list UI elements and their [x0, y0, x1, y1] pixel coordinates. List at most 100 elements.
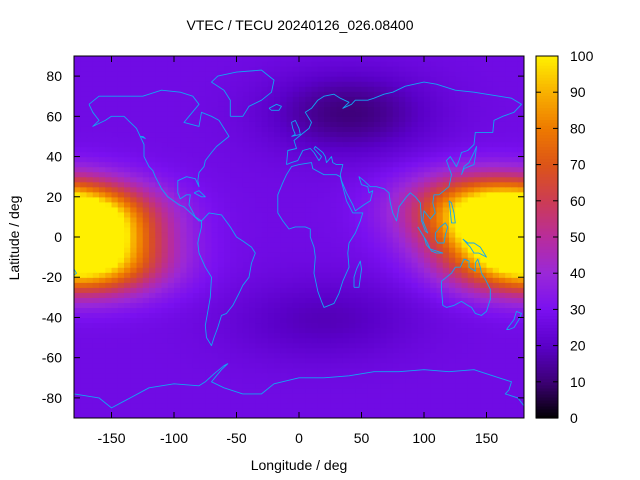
heatmap-cell: [142, 322, 150, 329]
heatmap-cell: [74, 282, 81, 288]
heatmap-cell: [92, 81, 100, 87]
heatmap-cell: [317, 302, 325, 308]
heatmap-cell: [155, 121, 163, 127]
heatmap-cell: [411, 352, 419, 359]
heatmap-cell: [74, 191, 81, 198]
heatmap-cell: [192, 86, 200, 92]
heatmap-cell: [424, 242, 431, 248]
heatmap-cell: [161, 412, 169, 418]
heatmap-cell: [355, 101, 363, 107]
heatmap-cell: [317, 136, 325, 143]
heatmap-cell: [236, 181, 244, 188]
heatmap-cell: [449, 141, 456, 148]
heatmap-cell: [411, 307, 419, 314]
heatmap-cell: [155, 307, 163, 314]
heatmap-cell: [236, 322, 244, 329]
heatmap-cell: [199, 186, 206, 193]
heatmap-cell: [330, 347, 338, 354]
heatmap-cell: [261, 191, 269, 198]
heatmap-cell: [117, 156, 125, 163]
heatmap-cell: [374, 186, 381, 193]
heatmap-cell: [192, 272, 200, 278]
heatmap-cell: [392, 96, 400, 102]
heatmap-cell: [330, 377, 338, 384]
heatmap-cell: [342, 171, 350, 178]
heatmap-cell: [105, 312, 113, 319]
heatmap-cell: [480, 342, 488, 349]
heatmap-cell: [242, 362, 250, 369]
heatmap-cell: [424, 166, 431, 173]
heatmap-cell: [186, 151, 194, 158]
heatmap-cell: [461, 171, 469, 178]
heatmap-cell: [149, 307, 156, 314]
heatmap-cell: [317, 317, 325, 324]
heatmap-cell: [205, 161, 213, 168]
heatmap-cell: [292, 81, 300, 87]
heatmap-cell: [217, 86, 225, 92]
heatmap-cell: [186, 307, 194, 314]
heatmap-cell: [486, 282, 494, 288]
heatmap-cell: [480, 156, 488, 163]
heatmap-cell: [149, 282, 156, 288]
heatmap-cell: [130, 327, 138, 334]
heatmap-cell: [461, 357, 469, 364]
heatmap-cell: [455, 272, 463, 278]
heatmap-cell: [499, 191, 506, 198]
heatmap-cell: [499, 302, 506, 308]
heatmap-cell: [392, 252, 400, 258]
heatmap-cell: [311, 277, 319, 283]
heatmap-cell: [236, 412, 244, 418]
heatmap-cell: [492, 262, 500, 268]
heatmap-cell: [274, 292, 281, 298]
heatmap-cell: [192, 96, 200, 102]
heatmap-cell: [361, 81, 369, 87]
heatmap-cell: [186, 181, 194, 188]
heatmap-cell: [167, 342, 175, 349]
heatmap-cell: [417, 392, 425, 399]
heatmap-cell: [505, 191, 513, 198]
heatmap-cell: [330, 267, 338, 273]
heatmap-cell: [492, 377, 500, 384]
heatmap-cell: [455, 221, 463, 228]
heatmap-cell: [392, 352, 400, 359]
heatmap-cell: [74, 257, 81, 263]
heatmap-cell: [205, 272, 213, 278]
heatmap-cell: [311, 221, 319, 228]
heatmap-cell: [74, 267, 81, 273]
heatmap-cell: [167, 126, 175, 133]
heatmap-cell: [461, 312, 469, 319]
heatmap-cell: [92, 101, 100, 107]
heatmap-cell: [274, 81, 281, 87]
heatmap-cell: [317, 211, 325, 218]
heatmap-cell: [436, 71, 444, 77]
heatmap-cell: [411, 287, 419, 293]
heatmap-cell: [280, 357, 288, 364]
heatmap-cell: [142, 407, 150, 414]
heatmap-cell: [274, 307, 281, 314]
heatmap-cell: [130, 337, 138, 344]
heatmap-cell: [192, 292, 200, 298]
heatmap-cell: [330, 86, 338, 92]
heatmap-cell: [342, 412, 350, 418]
heatmap-cell: [430, 347, 438, 354]
heatmap-cell: [186, 407, 194, 414]
heatmap-cell: [205, 141, 213, 148]
heatmap-cell: [399, 116, 406, 122]
heatmap-cell: [399, 101, 406, 107]
heatmap-cell: [130, 372, 138, 379]
heatmap-cell: [155, 342, 163, 349]
heatmap-cell: [392, 307, 400, 314]
heatmap-cell: [286, 267, 294, 273]
heatmap-cell: [267, 141, 275, 148]
heatmap-cell: [455, 106, 463, 112]
heatmap-cell: [292, 226, 300, 233]
heatmap-cell: [505, 277, 513, 283]
heatmap-cell: [267, 116, 275, 122]
heatmap-cell: [217, 267, 225, 273]
heatmap-cell: [142, 91, 150, 97]
heatmap-cell: [480, 267, 488, 273]
heatmap-cell: [311, 322, 319, 329]
heatmap-cell: [174, 221, 181, 228]
heatmap-cell: [286, 262, 294, 268]
heatmap-cell: [330, 226, 338, 233]
